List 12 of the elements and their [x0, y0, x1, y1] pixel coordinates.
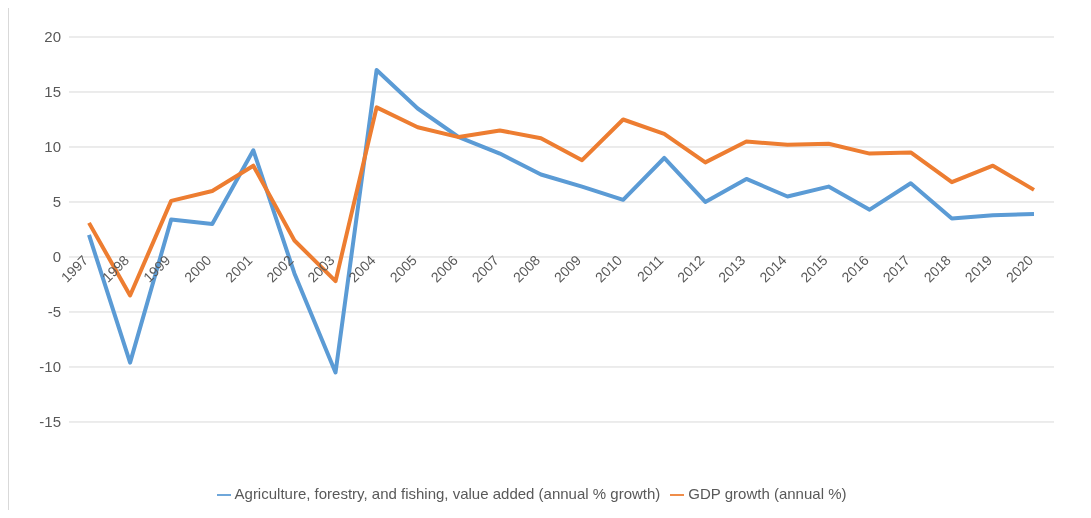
y-tick-label: 10 — [44, 138, 61, 156]
legend-label: Agriculture, forestry, and fishing, value added (annual % growth) — [234, 484, 661, 502]
line-series — [87, 105, 1036, 298]
y-tick-label: -10 — [39, 358, 61, 376]
line-series — [87, 68, 1036, 375]
legend-label: GDP growth (annual %) — [688, 484, 847, 502]
y-tick-label: -5 — [47, 303, 61, 321]
y-tick-label: 15 — [44, 83, 61, 101]
y-tick-label: 20 — [44, 28, 61, 46]
y-tick-label: 5 — [52, 193, 61, 211]
y-tick-label: -15 — [39, 413, 61, 431]
y-tick-label: 0 — [52, 248, 61, 266]
